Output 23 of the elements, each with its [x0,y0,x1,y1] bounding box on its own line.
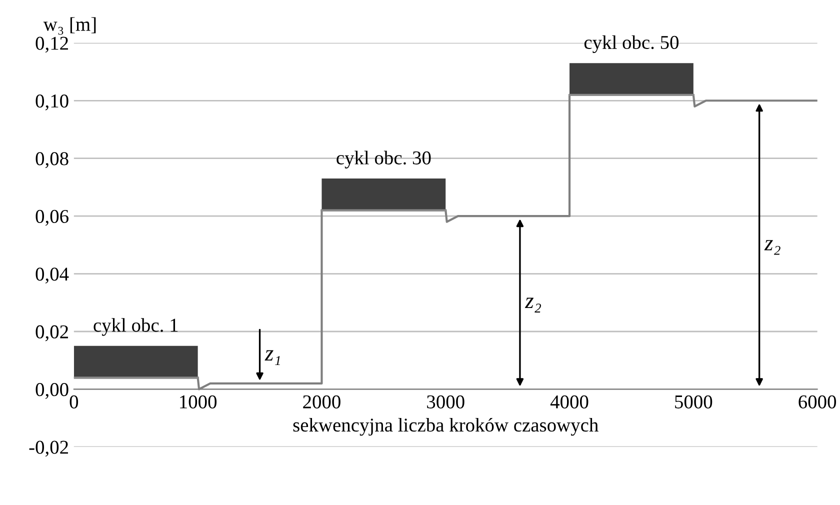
y-axis-title: w₃ [m] [43,17,96,35]
y-tick-label: 0,12 [36,36,68,53]
x-tick-label: 2000 [303,395,340,408]
annotation: cykl obc. 1 [94,318,178,336]
y-tick-label: 0,06 [36,210,68,226]
x-tick-label: 4000 [550,395,588,408]
y-tick-label: -0,02 [29,440,68,457]
x-tick-label: 0 [70,395,78,408]
x-tick-label: 1000 [180,395,217,408]
y-tick-label: 0,04 [36,268,69,284]
x-tick-label: 5000 [675,395,712,408]
y-tick-label: 0,08 [36,152,68,168]
x-tick-label: 6000 [798,395,836,408]
x-tick-label: 3000 [427,395,464,408]
x-axis-title: sekwencyjna liczba kroków czasowych [293,418,598,436]
annotation: z₁ [264,350,280,365]
y-tick-label: 0,10 [36,94,68,110]
y-tick-label: 0,00 [36,383,68,399]
y-tick-label: 0,02 [36,325,68,342]
annotation: cykl obc. 50 [584,35,679,54]
annotation: z₂ [764,240,780,255]
annotation: z₂ [524,298,542,312]
annotation: cykl obc. 30 [336,150,431,168]
